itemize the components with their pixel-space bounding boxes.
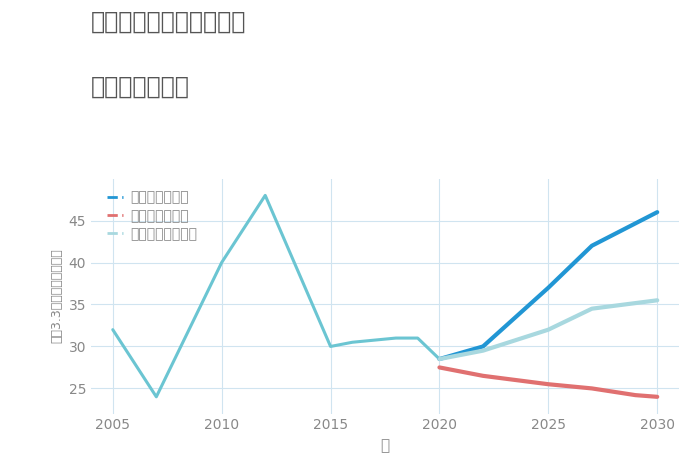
Text: 土地の価格推移: 土地の価格推移 [91,75,190,99]
ノーマルシナリオ [653,298,662,303]
バッドシナリオ [544,382,552,387]
グッドシナリオ [479,344,487,349]
グッドシナリオ [544,285,552,290]
ノーマルシナリオ [544,327,552,332]
グッドシナリオ [435,356,444,362]
Text: 愛知県西尾市東幡豆町の: 愛知県西尾市東幡豆町の [91,9,246,33]
バッドシナリオ [479,373,487,379]
X-axis label: 年: 年 [380,438,390,453]
ノーマルシナリオ [588,306,596,312]
Y-axis label: 坪（3.3㎡）単価（万円）: 坪（3.3㎡）単価（万円） [50,249,63,344]
バッドシナリオ [653,394,662,399]
グッドシナリオ [588,243,596,249]
Legend: グッドシナリオ, バッドシナリオ, ノーマルシナリオ: グッドシナリオ, バッドシナリオ, ノーマルシナリオ [104,188,200,244]
バッドシナリオ [631,392,640,398]
バッドシナリオ [588,385,596,391]
Line: ノーマルシナリオ: ノーマルシナリオ [440,300,657,359]
Line: バッドシナリオ: バッドシナリオ [440,368,657,397]
バッドシナリオ [435,365,444,370]
ノーマルシナリオ [435,356,444,362]
グッドシナリオ [653,209,662,215]
Line: グッドシナリオ: グッドシナリオ [440,212,657,359]
ノーマルシナリオ [479,348,487,353]
